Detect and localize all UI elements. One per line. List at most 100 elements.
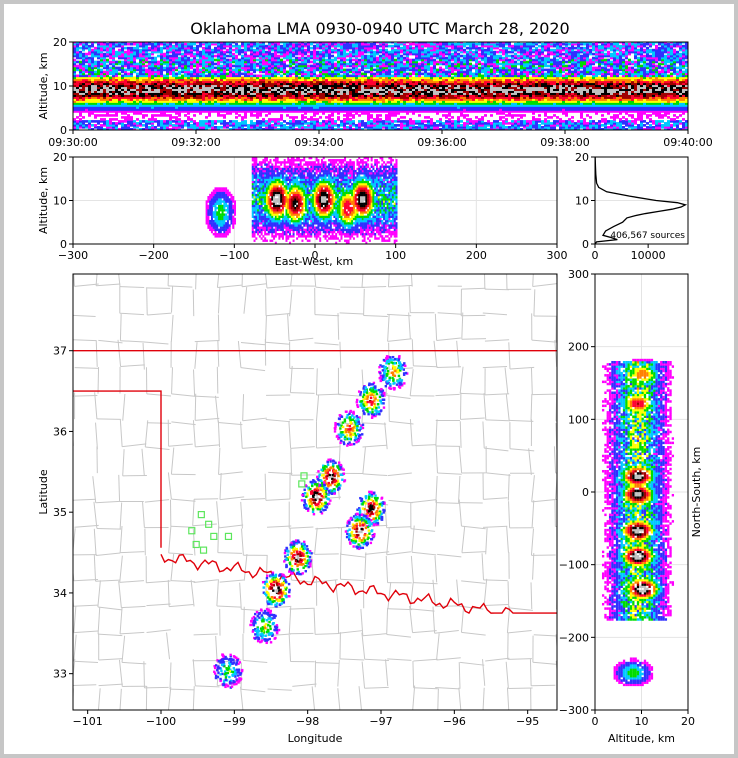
density-cell [103,120,106,123]
density-cell [361,64,364,68]
density-cell [163,102,166,105]
density-cell [157,108,160,111]
density-cell [412,46,415,50]
density-cell [208,42,211,46]
density-cell [229,98,232,101]
density-cell [340,62,343,66]
density-cell [187,116,190,119]
density-cell [283,96,286,99]
density-cell [154,96,157,99]
density-cell [142,62,145,66]
density-cell [292,80,295,84]
density-cell [214,126,217,129]
density-cell [268,72,271,76]
density-cell [445,72,448,76]
density-cell [283,62,286,66]
density-cell [259,108,262,111]
density-cell [76,92,79,95]
density-cell [199,122,202,125]
density-cell [406,58,409,62]
density-cell [220,82,223,86]
density-cell [82,74,85,78]
density-cell [286,50,289,54]
density-cell [187,90,190,93]
density-cell [409,92,412,95]
density-cell [310,102,313,105]
density-cell [211,64,214,68]
density-cell [379,64,382,68]
density-cell [112,42,115,46]
density-cell [88,76,91,80]
density-cell [307,54,310,58]
density-cell [196,102,199,105]
density-cell [325,94,328,97]
density-cell [157,120,160,123]
density-cell [250,110,253,113]
density-cell [241,82,244,86]
density-cell [181,78,184,82]
density-cell [82,78,85,82]
density-cell [367,128,370,130]
density-cell [337,76,340,80]
density-cell [403,124,406,127]
density-cell [373,108,376,111]
density-cell [349,68,352,72]
density-cell [385,110,388,113]
density-cell [214,82,217,86]
density-cell [370,108,373,111]
density-cell [76,50,79,54]
density-cell [160,76,163,80]
density-cell [82,76,85,80]
density-cell [121,66,124,70]
density-cell [208,48,211,52]
density-cell [307,110,310,113]
density-cell [292,44,295,48]
density-cell [424,44,427,48]
lma-figure: Oklahoma LMA 0930-0940 UTC March 28, 202… [4,4,734,754]
density-cell [121,128,124,130]
density-cell [259,50,262,54]
density-cell [382,120,385,123]
density-cell [334,94,337,97]
density-cell [388,126,391,129]
density-cell [382,48,385,52]
density-cell [286,58,289,62]
density-cell [97,94,100,97]
density-cell [217,126,220,129]
density-cell [253,62,256,66]
density-cell [442,58,445,62]
density-cell [184,72,187,76]
density-cell [271,52,274,56]
density-cell [373,104,376,107]
density-cell [262,98,265,101]
density-cell [301,68,304,72]
density-cell [148,104,151,107]
density-cell [442,114,445,117]
density-cell [172,72,175,76]
density-cell [244,58,247,62]
density-cell [442,44,445,48]
density-cell [382,80,385,84]
density-cell [442,86,445,90]
density-cell [391,70,394,74]
density-cell [127,76,130,80]
density-cell [442,78,445,82]
density-cell [187,104,190,107]
density-cell [301,102,304,105]
density-cell [247,54,250,58]
density-cell [337,42,340,46]
density-cell [124,60,127,64]
density-cell [274,62,277,66]
density-cell [331,74,334,78]
density-cell [235,54,238,58]
density-cell [397,120,400,123]
density-cell [196,48,199,52]
density-cell [331,48,334,52]
density-cell [310,96,313,99]
density-cell [97,76,100,80]
density-cell [340,120,343,123]
density-cell [88,74,91,78]
density-cell [286,96,289,99]
density-cell [253,70,256,74]
